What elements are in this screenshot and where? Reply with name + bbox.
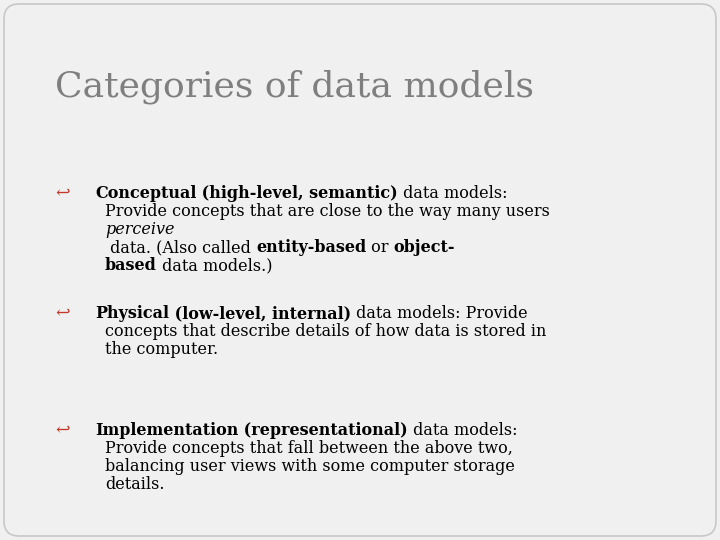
Text: or: or <box>366 239 394 256</box>
Text: ↩: ↩ <box>55 422 70 439</box>
Text: Physical: Physical <box>95 305 169 322</box>
Text: (low-level, internal): (low-level, internal) <box>169 305 351 322</box>
Text: Implementation: Implementation <box>95 422 238 439</box>
Text: ↩: ↩ <box>55 185 70 202</box>
Text: (representational): (representational) <box>238 422 408 439</box>
Text: data models: Provide: data models: Provide <box>351 305 528 322</box>
Text: based: based <box>105 257 157 274</box>
Text: concepts that describe details of how data is stored in: concepts that describe details of how da… <box>105 323 546 340</box>
Text: details.: details. <box>105 476 164 493</box>
Text: balancing user views with some computer storage: balancing user views with some computer … <box>105 458 515 475</box>
Text: data models:: data models: <box>398 185 508 202</box>
Text: the computer.: the computer. <box>105 341 218 358</box>
Text: Provide concepts that fall between the above two,: Provide concepts that fall between the a… <box>105 440 513 457</box>
Text: data models:: data models: <box>408 422 518 439</box>
Text: object-: object- <box>394 239 455 256</box>
Text: perceive: perceive <box>105 221 174 238</box>
Text: Provide concepts that are close to the way many users: Provide concepts that are close to the w… <box>105 203 550 220</box>
Text: ↩: ↩ <box>55 305 70 322</box>
FancyBboxPatch shape <box>4 4 716 536</box>
Text: data. (Also called: data. (Also called <box>105 239 256 256</box>
Text: entity-based: entity-based <box>256 239 366 256</box>
Text: (high-level, semantic): (high-level, semantic) <box>197 185 398 202</box>
Text: data models.): data models.) <box>157 257 272 274</box>
Text: Categories of data models: Categories of data models <box>55 70 534 105</box>
Text: Conceptual: Conceptual <box>95 185 197 202</box>
